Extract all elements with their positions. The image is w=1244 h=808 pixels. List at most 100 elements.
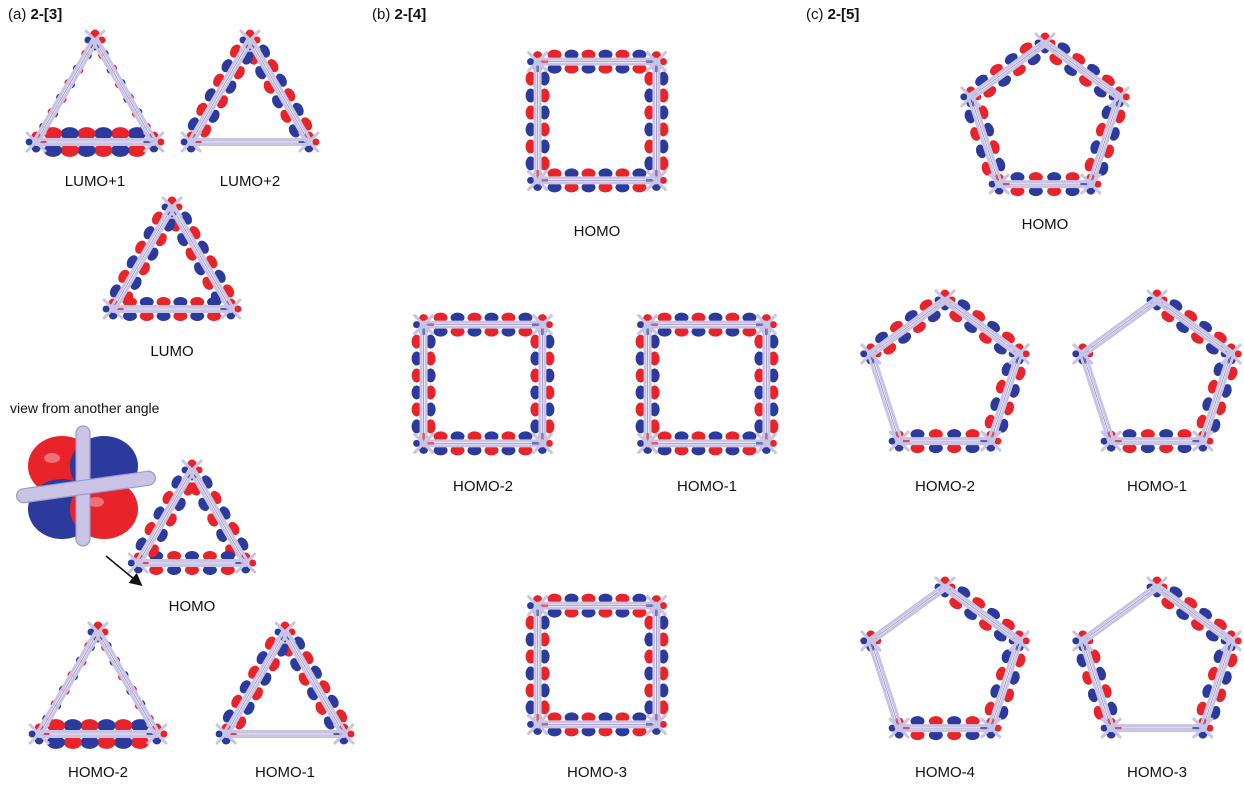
orbital-lobe <box>754 351 765 366</box>
molecular-frame <box>1072 289 1242 452</box>
corner-cross <box>934 289 956 311</box>
orbital-lobe <box>547 63 562 74</box>
orbital-lobe <box>518 431 533 442</box>
orbital-diagram <box>860 289 1030 454</box>
corner-cross <box>1192 430 1214 452</box>
orbital-lobe <box>467 326 482 337</box>
orbital-lobe <box>122 311 137 321</box>
corner-cross <box>888 430 910 452</box>
orbital-lobe <box>644 122 655 137</box>
orbital-diagram <box>102 196 242 321</box>
bond <box>1154 300 1232 358</box>
corner-cross <box>413 314 435 336</box>
orbital-lobe <box>220 565 235 575</box>
orbital-lobe <box>111 143 130 157</box>
orbital-lobe <box>598 712 613 723</box>
corner-lobe <box>769 321 777 329</box>
orbital-lobe <box>433 431 448 442</box>
corner-cross <box>531 432 553 454</box>
orbital-lobe <box>965 429 980 440</box>
orbital-diagram <box>1072 289 1242 454</box>
corner-lobe <box>1206 724 1214 732</box>
bond <box>942 587 1020 645</box>
orbital-label: LUMO+2 <box>219 173 281 190</box>
orbital-lobes <box>525 593 669 737</box>
orbital-lobe <box>547 593 562 604</box>
corner-cross <box>860 630 882 652</box>
orbital-lobe <box>644 88 655 103</box>
corner-lobe <box>160 730 168 738</box>
orbital-label: HOMO-1 <box>677 478 737 495</box>
panel-b-title: (b) 2-[4] <box>372 6 426 23</box>
orbital-lobe <box>77 127 96 141</box>
orbital-lobe <box>207 297 222 307</box>
orbital-lobe <box>547 182 562 193</box>
orbital-label: HOMO-2 <box>915 478 975 495</box>
orbital-lobe <box>649 385 660 400</box>
corner-cross <box>527 595 549 617</box>
orbital-lobe <box>518 445 533 456</box>
orbital-lobe <box>581 168 596 179</box>
orbital-lobe <box>754 368 765 383</box>
orbital-lobe <box>658 666 669 681</box>
orbital-lobe <box>635 402 646 417</box>
orbital-lobe <box>658 683 669 698</box>
orbital-lobe <box>539 649 550 664</box>
bond <box>138 469 196 566</box>
orbital-lobe <box>928 716 943 727</box>
orbital-lobe <box>1140 429 1155 440</box>
orbital-lobe <box>564 49 579 60</box>
orbital-lobe <box>708 312 723 323</box>
corner-cross <box>28 723 50 745</box>
corner-lobe <box>888 724 896 732</box>
orbital-lobe <box>910 730 925 741</box>
orbital-lobe <box>450 445 465 456</box>
corner-lobe <box>249 559 257 567</box>
corner-lobe <box>637 439 645 447</box>
orbital-lobe <box>539 615 550 630</box>
corner-lobe <box>994 437 1002 445</box>
orbital-lobe <box>649 402 660 417</box>
corner-cross <box>1072 343 1094 365</box>
corner-lobe <box>25 138 33 146</box>
corner-lobe <box>637 321 645 329</box>
orbital-lobe <box>649 351 660 366</box>
orbital-lobe <box>167 551 182 561</box>
orbital-label: HOMO <box>1021 216 1069 233</box>
orbital-lobe <box>708 445 723 456</box>
corner-cross <box>980 717 1002 739</box>
corner-lobe <box>659 58 667 66</box>
orbital-lobe <box>598 49 613 60</box>
bond-outline <box>38 631 99 735</box>
orbital-lobe <box>658 700 669 715</box>
orbital-lobe <box>674 312 689 323</box>
corner-lobe <box>1100 724 1108 732</box>
orbital-lobe <box>928 730 943 741</box>
orbital-lobe <box>725 326 740 337</box>
orbital-lobe <box>742 445 757 456</box>
corner-lobe <box>527 720 535 728</box>
corner-lobe <box>215 730 223 738</box>
orbital-lobe <box>525 139 536 154</box>
orbital-lobe <box>691 431 706 442</box>
orbital-lobe <box>644 683 655 698</box>
orbital-lobe <box>725 445 740 456</box>
orbital-lobe <box>525 666 536 681</box>
orbital-lobe <box>632 168 647 179</box>
orbital-lobe <box>484 445 499 456</box>
bond <box>1154 587 1232 645</box>
orbital-lobe <box>167 565 182 575</box>
inset-orbital-view <box>16 425 156 547</box>
panel-c-name: 2-[5] <box>827 6 860 23</box>
orbital-diagram <box>1072 576 1242 739</box>
corner-lobe <box>1206 437 1214 445</box>
corner-cross <box>1008 630 1030 652</box>
orbital-lobe <box>1159 429 1174 440</box>
orbital-lobe <box>525 105 536 120</box>
bond <box>187 37 250 143</box>
bond-outline <box>870 586 946 642</box>
orbital-lobe <box>1140 443 1155 454</box>
bond <box>866 353 899 444</box>
corner-lobe <box>545 439 553 447</box>
orbital-lobe <box>564 593 579 604</box>
